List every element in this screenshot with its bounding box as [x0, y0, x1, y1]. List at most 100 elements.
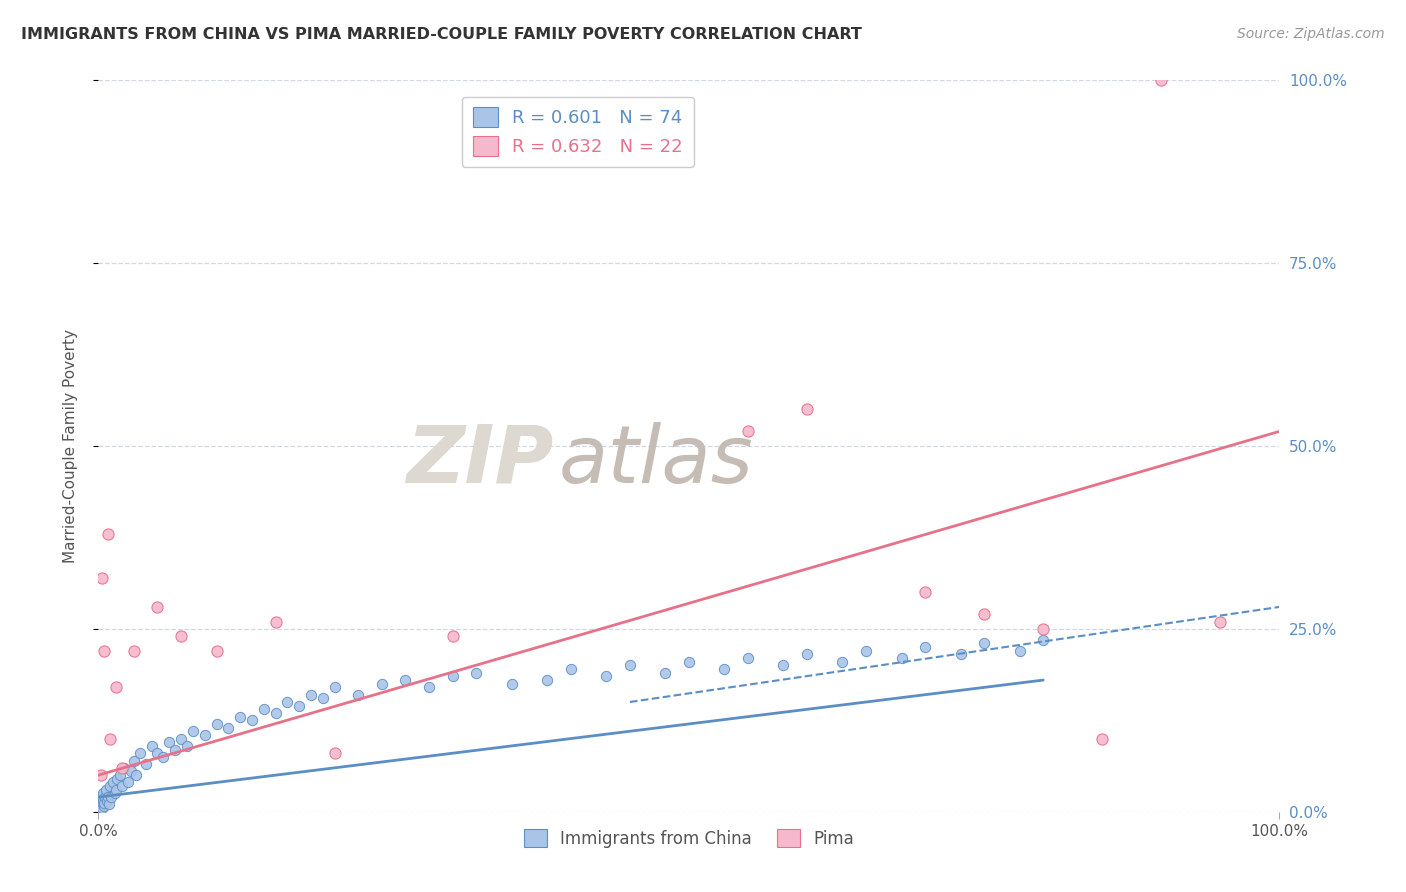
- Point: [394, 673, 416, 687]
- Point: [122, 644, 145, 658]
- Point: [217, 721, 239, 735]
- Point: [772, 658, 794, 673]
- Point: [97, 526, 120, 541]
- Point: [98, 731, 121, 746]
- Point: [101, 775, 124, 789]
- Point: [128, 746, 150, 760]
- Point: [152, 749, 174, 764]
- Point: [264, 706, 287, 720]
- Point: [737, 425, 759, 439]
- Point: [90, 797, 112, 812]
- Point: [347, 688, 370, 702]
- Point: [441, 669, 464, 683]
- Point: [441, 629, 464, 643]
- Point: [560, 662, 582, 676]
- Y-axis label: Married-Couple Family Poverty: Married-Couple Family Poverty: [63, 329, 77, 563]
- Point: [229, 709, 252, 723]
- Point: [93, 798, 115, 813]
- Point: [122, 754, 145, 768]
- Point: [111, 761, 134, 775]
- Point: [104, 787, 127, 801]
- Point: [1209, 615, 1232, 629]
- Point: [170, 629, 193, 643]
- Point: [105, 681, 128, 695]
- Point: [418, 681, 440, 695]
- Point: [96, 794, 118, 808]
- Point: [1091, 731, 1114, 746]
- Point: [89, 794, 111, 808]
- Point: [536, 673, 558, 687]
- Point: [914, 640, 936, 655]
- Point: [98, 797, 121, 812]
- Point: [1032, 632, 1054, 647]
- Point: [796, 648, 818, 662]
- Point: [288, 698, 311, 713]
- Point: [91, 801, 114, 815]
- Point: [654, 665, 676, 680]
- Point: [1032, 622, 1054, 636]
- Point: [121, 764, 143, 779]
- Point: [100, 790, 122, 805]
- Point: [112, 761, 135, 775]
- Point: [501, 676, 523, 690]
- Point: [170, 731, 193, 746]
- Point: [108, 768, 131, 782]
- Point: [157, 735, 180, 749]
- Point: [371, 676, 394, 690]
- Point: [146, 746, 169, 760]
- Point: [93, 796, 115, 810]
- Point: [135, 757, 157, 772]
- Text: IMMIGRANTS FROM CHINA VS PIMA MARRIED-COUPLE FAMILY POVERTY CORRELATION CHART: IMMIGRANTS FROM CHINA VS PIMA MARRIED-CO…: [21, 27, 862, 42]
- Point: [94, 782, 117, 797]
- Point: [90, 768, 112, 782]
- Point: [253, 702, 276, 716]
- Point: [176, 739, 198, 753]
- Point: [973, 607, 995, 622]
- Point: [194, 728, 217, 742]
- Point: [117, 775, 139, 789]
- Point: [890, 651, 912, 665]
- Point: [181, 724, 204, 739]
- Point: [855, 644, 877, 658]
- Point: [678, 655, 700, 669]
- Point: [949, 648, 972, 662]
- Point: [94, 790, 117, 805]
- Point: [141, 739, 163, 753]
- Point: [165, 742, 187, 756]
- Point: [914, 585, 936, 599]
- Legend: Immigrants from China, Pima: Immigrants from China, Pima: [517, 822, 860, 855]
- Point: [312, 691, 335, 706]
- Point: [205, 717, 228, 731]
- Point: [93, 644, 115, 658]
- Point: [264, 615, 287, 629]
- Point: [973, 636, 995, 650]
- Point: [105, 772, 128, 786]
- Point: [205, 644, 228, 658]
- Point: [89, 801, 111, 815]
- Point: [105, 782, 128, 797]
- Point: [90, 790, 112, 805]
- Point: [91, 787, 114, 801]
- Point: [91, 794, 114, 808]
- Point: [595, 669, 617, 683]
- Point: [1150, 73, 1173, 87]
- Point: [713, 662, 735, 676]
- Point: [91, 571, 114, 585]
- Point: [98, 779, 121, 793]
- Text: ZIP: ZIP: [406, 422, 553, 500]
- Point: [299, 688, 322, 702]
- Point: [125, 768, 148, 782]
- Point: [97, 790, 120, 805]
- Point: [146, 599, 169, 614]
- Point: [619, 658, 641, 673]
- Point: [737, 651, 759, 665]
- Point: [796, 402, 818, 417]
- Point: [323, 681, 346, 695]
- Text: Source: ZipAtlas.com: Source: ZipAtlas.com: [1237, 27, 1385, 41]
- Text: atlas: atlas: [560, 422, 754, 500]
- Point: [240, 714, 263, 728]
- Point: [323, 746, 346, 760]
- Point: [1008, 644, 1031, 658]
- Point: [831, 655, 853, 669]
- Point: [111, 779, 134, 793]
